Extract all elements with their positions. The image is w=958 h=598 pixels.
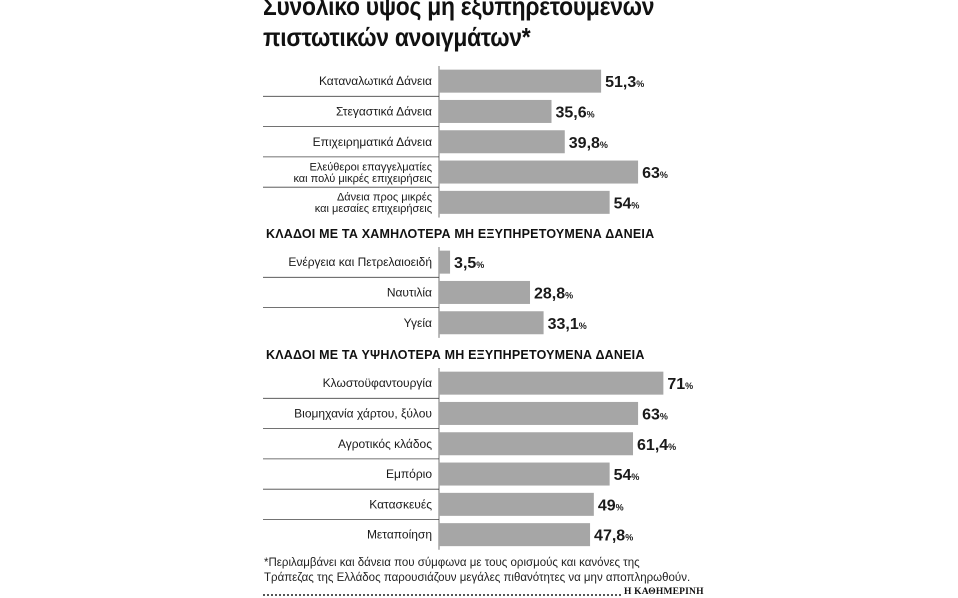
value-unit: %: [660, 411, 668, 421]
category-label: Μεταποίηση: [367, 528, 432, 542]
category-label: Αγροτικός κλάδος: [338, 437, 432, 451]
bar: [439, 160, 639, 184]
bar: [439, 523, 591, 547]
category-label: Βιομηχανία χάρτου, ξύλου: [294, 406, 432, 420]
value-label: 54%: [614, 467, 640, 484]
value-label: 28,8%: [534, 285, 573, 302]
section-heading-lowest: ΚΛΑΔΟΙ ΜΕ ΤΑ ΧΑΜΗΛΟΤΕΡΑ ΜΗ ΕΞΥΠΗΡΕΤΟΥΜΕΝ…: [266, 227, 655, 241]
category-label: και πολύ μικρές επιχειρήσεις: [293, 173, 432, 185]
value-unit: %: [565, 290, 573, 300]
footer-divider: [263, 594, 621, 596]
value-unit: %: [579, 321, 587, 331]
value-label: 39,8%: [569, 135, 608, 152]
category-label: Εμπόριο: [386, 467, 432, 481]
bar: [439, 432, 634, 456]
value-label: 71%: [667, 376, 693, 393]
value-unit: %: [587, 109, 595, 119]
category-label: Δάνεια προς μικρές: [337, 192, 432, 204]
bar: [439, 250, 451, 274]
category-label: Καταναλωτικά Δάνεια: [319, 74, 432, 88]
value-label: 33,1%: [548, 316, 587, 333]
category-label: Ελεύθεροι επαγγελματίες: [310, 161, 432, 173]
bar: [439, 280, 531, 304]
value-unit: %: [600, 140, 608, 150]
category-label: Ενέργεια και Πετρελαιοειδή: [288, 255, 432, 269]
publisher-credit: Η ΚΑΘΗΜΕΡΙΝΗ: [624, 587, 704, 597]
bar: [439, 462, 610, 486]
value-label: 3,5%: [454, 255, 484, 272]
category-label: Ναυτιλία: [387, 285, 432, 299]
value-label: 35,6%: [555, 104, 594, 121]
value-unit: %: [636, 79, 644, 89]
value-unit: %: [476, 260, 484, 270]
footnote-line-1: *Περιλαμβάνει και δάνεια που σύμφωνα με …: [264, 557, 640, 569]
bar: [439, 130, 565, 154]
footnote-line-2: Τράπεζας της Ελλάδος παρουσιάζουν μεγάλε…: [264, 572, 691, 584]
value-unit: %: [616, 502, 624, 512]
category-label: Κατασκευές: [369, 497, 432, 511]
value-label: 49%: [598, 497, 624, 514]
value-unit: %: [631, 472, 639, 482]
bar: [439, 190, 610, 214]
value-unit: %: [625, 533, 633, 543]
value-label: 61,4%: [637, 437, 676, 454]
category-label: Υγεία: [404, 316, 432, 330]
value-label: 63%: [642, 165, 668, 182]
bar-chart: Καταναλωτικά Δάνεια 51,3% Στεγαστικά Δάνει…: [263, 66, 693, 550]
bar: [439, 401, 639, 425]
footnote: *Περιλαμβάνει και δάνεια που σύμφωνα με …: [264, 556, 704, 586]
value-label: 54%: [614, 195, 640, 212]
value-label: 63%: [642, 406, 668, 423]
value-label: 47,8%: [594, 528, 633, 545]
bar: [439, 69, 602, 93]
bar: [439, 371, 664, 395]
category-label: και μεσαίες επιχειρήσεις: [315, 203, 432, 215]
section-heading-highest: ΚΛΑΔΟΙ ΜΕ ΤΑ ΥΨΗΛΟΤΕΡΑ ΜΗ ΕΞΥΠΗΡΕΤΟΥΜΕΝΑ…: [266, 348, 645, 362]
chart-title-line-2: πιστωτικών ανοιγμάτων*: [263, 22, 531, 52]
value-unit: %: [685, 381, 693, 391]
value-unit: %: [660, 170, 668, 180]
bar: [439, 311, 544, 335]
category-label: Επιχειρηματικά Δάνεια: [313, 135, 432, 149]
value-unit: %: [668, 442, 676, 452]
category-label: Κλωστοϋφαντουργία: [323, 376, 432, 390]
bar: [439, 492, 594, 516]
bar: [439, 99, 552, 123]
category-label: Στεγαστικά Δάνεια: [336, 104, 432, 118]
value-unit: %: [631, 200, 639, 210]
value-label: 51,3%: [605, 74, 644, 91]
chart-title-line-1: Συνολικό ύψος μη εξυπηρετούμενων: [263, 0, 655, 21]
